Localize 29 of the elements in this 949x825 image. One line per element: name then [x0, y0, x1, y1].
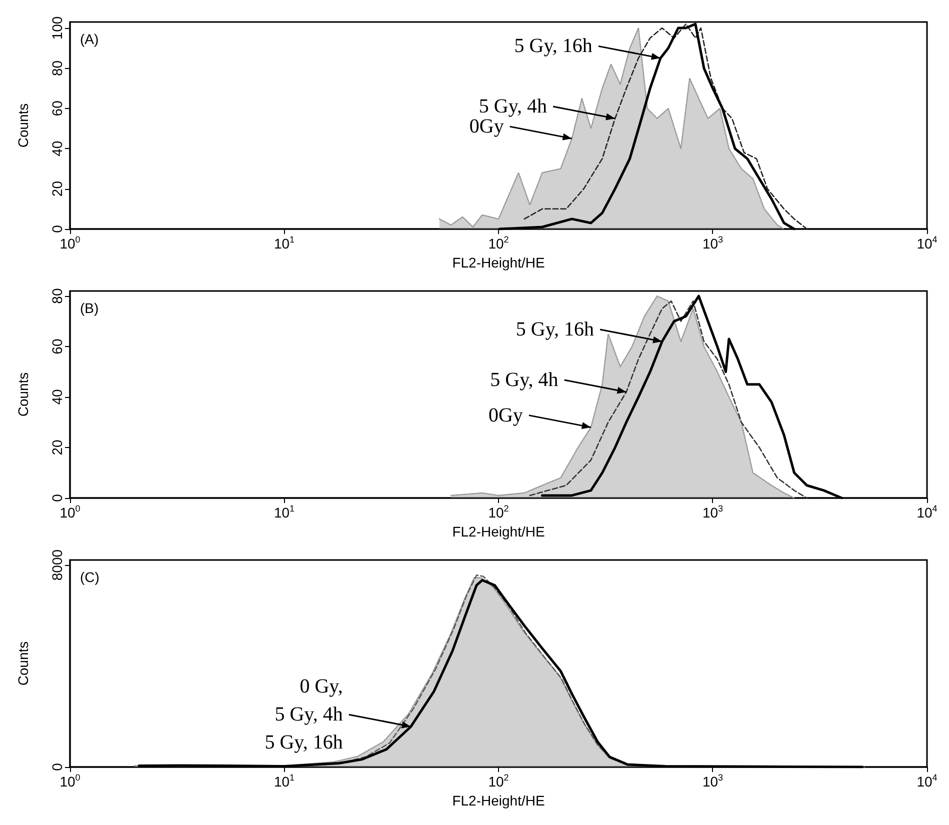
annotation: 5 Gy, 16h	[516, 318, 594, 340]
y-tick-label: 60	[49, 338, 65, 354]
x-axis-title: FL2-Height/HE	[452, 523, 545, 540]
y-tick-label: 20	[49, 440, 65, 456]
y-tick-label: 80	[49, 288, 65, 304]
annotation: 5 Gy, 4h	[478, 95, 548, 118]
y-axis-title: Counts	[15, 103, 31, 148]
annotation: 0Gy	[469, 116, 504, 138]
annotation: 0Gy	[488, 404, 523, 426]
y-tick-label: 40	[49, 140, 65, 156]
y-axis-title: Counts	[15, 641, 31, 686]
annotation: 0 Gy, 5 Gy, 4h 5 Gy, 16h	[264, 676, 343, 754]
y-tick-label: 0	[49, 762, 65, 771]
y-tick-label: 8000	[49, 549, 65, 581]
x-axis-title: FL2-Height/HE	[452, 254, 545, 270]
y-tick-label: 20	[49, 180, 65, 197]
annotation: (B)	[80, 300, 99, 316]
y-tick-label: 100	[49, 16, 65, 40]
y-tick-label: 40	[49, 389, 65, 405]
y-tick-label: 0	[49, 494, 65, 502]
y-tick-label: 0	[49, 224, 65, 233]
y-tick-label: 60	[49, 100, 65, 116]
y-axis-title: Counts	[15, 372, 31, 417]
annotation: 5 Gy, 16h	[514, 35, 592, 58]
annotation: (A)	[80, 31, 99, 47]
annotation: 5 Gy, 4h	[490, 368, 558, 391]
x-axis-title: FL2-Height/HE	[452, 792, 545, 808]
annotation: (C)	[80, 569, 100, 585]
y-tick-label: 80	[49, 60, 65, 76]
